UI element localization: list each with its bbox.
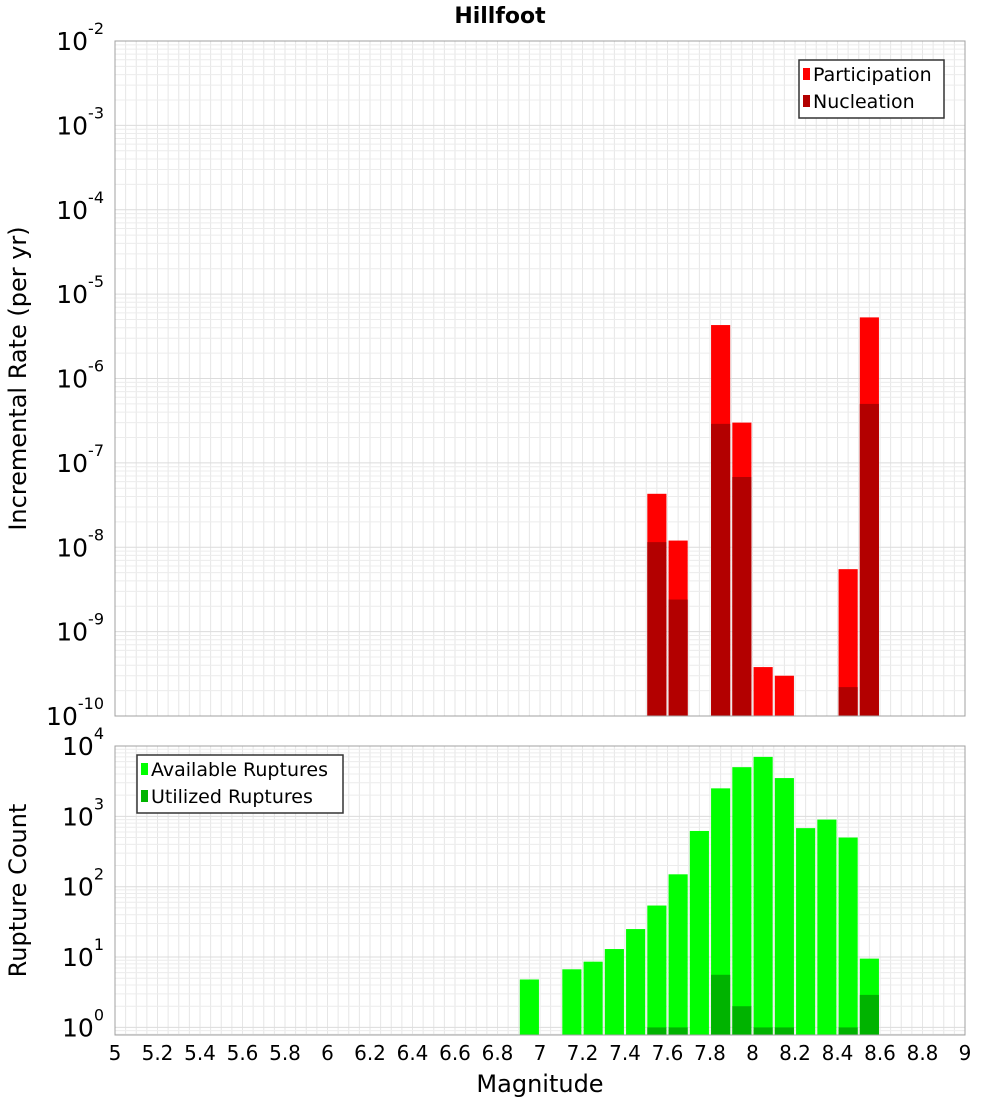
bar-available-ruptures-8.05 — [753, 756, 773, 1035]
y-tick-label: 10-7 — [56, 441, 104, 478]
legend-swatch-participation — [803, 68, 810, 80]
bar-participation-8.45 — [838, 569, 858, 716]
x-tick-label: 5.8 — [269, 1041, 301, 1065]
bar-utilized-ruptures-8.45 — [838, 1027, 858, 1035]
bar-nucleation-7.95 — [732, 477, 752, 716]
bar-participation-8.05 — [753, 667, 773, 716]
y-tick-label: 100 — [62, 1005, 104, 1042]
x-tick-label: 7 — [534, 1041, 547, 1065]
x-tick-label: 6 — [321, 1041, 334, 1065]
bar-nucleation-7.65 — [668, 599, 688, 716]
y-tick-label: 10-2 — [56, 19, 104, 56]
legend-label-nucleation: Nucleation — [813, 91, 915, 113]
bar-available-ruptures-7.15 — [562, 969, 582, 1035]
x-tick-label: 7.6 — [652, 1041, 684, 1065]
bar-available-ruptures-8.25 — [796, 828, 816, 1035]
bar-available-ruptures-7.95 — [732, 767, 752, 1035]
bar-available-ruptures-8.45 — [838, 837, 858, 1035]
x-tick-label: 5.2 — [142, 1041, 174, 1065]
legend-swatch-nucleation — [803, 95, 810, 107]
bar-participation-8.15 — [774, 675, 794, 716]
bar-available-ruptures-7.45 — [626, 929, 646, 1035]
x-tick-label: 6.8 — [482, 1041, 514, 1065]
bar-utilized-ruptures-8.05 — [753, 1027, 773, 1035]
x-tick-label: 6.2 — [354, 1041, 386, 1065]
y-tick-label: 101 — [62, 935, 104, 972]
bar-nucleation-7.85 — [711, 423, 731, 716]
legend-box — [136, 754, 344, 814]
y-tick-label: 102 — [62, 865, 104, 902]
series-utilized-ruptures — [647, 974, 879, 1035]
bar-nucleation-8.45 — [838, 687, 858, 716]
x-axis-label: Magnitude — [476, 1070, 603, 1098]
y-tick-label: 103 — [62, 794, 104, 831]
bar-available-ruptures-7.65 — [668, 874, 688, 1035]
legend-label-utilized-ruptures: Utilized Ruptures — [151, 786, 313, 808]
legend-label-participation: Participation — [813, 64, 932, 86]
series-nucleation — [647, 403, 879, 716]
y-tick-label: 10-6 — [56, 357, 104, 394]
bar-available-ruptures-7.75 — [689, 830, 709, 1035]
bar-utilized-ruptures-7.65 — [668, 1027, 688, 1035]
legend: Available Ruptures Utilized Ruptures — [136, 754, 344, 814]
x-tick-label: 5.4 — [184, 1041, 216, 1065]
chart-title: Hillfoot — [454, 4, 546, 29]
bar-available-ruptures-8.15 — [774, 778, 794, 1035]
y-tick-label: 10-8 — [56, 525, 104, 562]
y-tick-label: 10-3 — [56, 103, 104, 140]
grid-lines — [114, 40, 966, 717]
x-tick-label: 8 — [746, 1041, 759, 1065]
y-tick-label: 10-9 — [56, 610, 104, 647]
x-tick-label: 8.2 — [779, 1041, 811, 1065]
y-axis-label: Incremental Rate (per yr) — [4, 226, 32, 530]
legend-swatch-utilized-ruptures — [141, 790, 148, 802]
bar-nucleation-7.55 — [647, 542, 667, 716]
x-tick-label: 5 — [109, 1041, 122, 1065]
bar-utilized-ruptures-7.95 — [732, 1006, 752, 1035]
y-tick-label: 10-4 — [56, 188, 104, 225]
x-tick-label: 8.4 — [822, 1041, 854, 1065]
bar-available-ruptures-7.55 — [647, 905, 667, 1035]
plot-frame — [114, 745, 966, 1036]
x-tick-label: 7.8 — [694, 1041, 726, 1065]
bar-utilized-ruptures-8.15 — [774, 1027, 794, 1035]
top-panel-incremental-rate: 10-210-310-410-510-610-710-810-910-10Inc… — [4, 19, 966, 731]
x-tick-label: 6.4 — [397, 1041, 429, 1065]
legend-box — [798, 59, 945, 119]
bar-utilized-ruptures-7.55 — [647, 1027, 667, 1035]
bar-nucleation-8.55 — [859, 403, 879, 716]
bar-available-ruptures-6.95 — [519, 979, 539, 1035]
bar-utilized-ruptures-7.85 — [711, 974, 731, 1035]
x-tick-label: 8.8 — [907, 1041, 939, 1065]
legend-swatch-available-ruptures — [141, 763, 148, 775]
x-tick-label: 5.6 — [227, 1041, 259, 1065]
y-tick-label: 10-5 — [56, 272, 104, 309]
bar-utilized-ruptures-8.55 — [859, 994, 879, 1035]
x-tick-label: 9 — [959, 1041, 972, 1065]
x-tick-label: 8.6 — [864, 1041, 896, 1065]
bar-available-ruptures-7.25 — [583, 961, 603, 1035]
y-axis-label: Rupture Count — [4, 804, 32, 978]
x-tick-label: 6.6 — [439, 1041, 471, 1065]
series-available-ruptures — [519, 756, 879, 1035]
x-tick-label: 7.4 — [609, 1041, 641, 1065]
bar-available-ruptures-8.35 — [817, 819, 837, 1035]
bar-available-ruptures-7.35 — [604, 949, 624, 1035]
legend: Participation Nucleation — [798, 59, 945, 119]
plot-frame — [114, 40, 966, 717]
x-tick-label: 7.2 — [567, 1041, 599, 1065]
bar-available-ruptures-7.85 — [711, 788, 731, 1035]
legend-label-available-ruptures: Available Ruptures — [151, 759, 328, 781]
